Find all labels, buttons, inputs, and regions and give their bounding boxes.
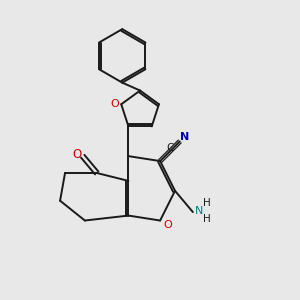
Text: H: H: [203, 214, 211, 224]
Text: O: O: [164, 220, 172, 230]
Text: C: C: [166, 143, 174, 153]
Text: N: N: [195, 206, 203, 216]
Text: O: O: [110, 99, 119, 109]
Text: N: N: [180, 133, 189, 142]
Text: H: H: [203, 198, 211, 208]
Text: O: O: [72, 148, 81, 161]
